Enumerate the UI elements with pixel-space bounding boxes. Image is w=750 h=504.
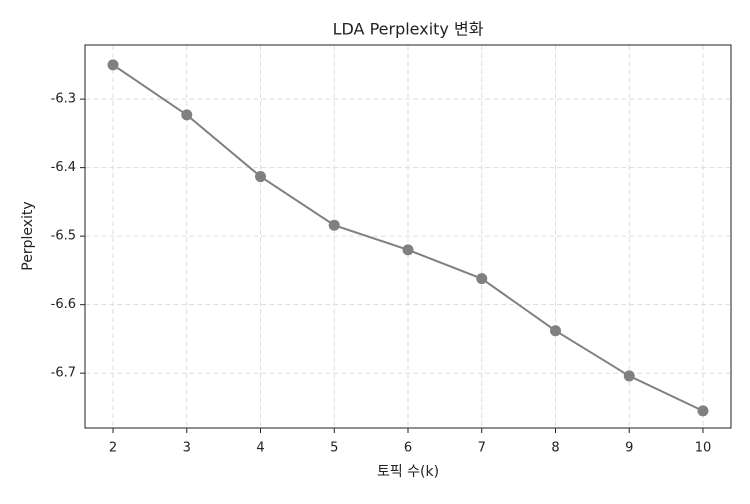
x-tick-label: 9: [625, 441, 633, 456]
x-axis-label: 토픽 수(k): [377, 464, 439, 480]
x-tick-label: 3: [183, 441, 191, 456]
x-tick-label: 7: [478, 441, 486, 456]
y-tick-label: -6.4: [51, 160, 76, 175]
data-point: [549, 325, 561, 337]
y-tick-label: -6.3: [51, 92, 76, 107]
data-point: [476, 273, 488, 285]
x-tick-label: 5: [330, 441, 338, 456]
y-tick-label: -6.5: [51, 229, 76, 244]
y-axis-label: Perplexity: [20, 201, 36, 270]
data-point: [107, 59, 119, 71]
data-point: [255, 171, 267, 183]
x-tick-label: 10: [695, 441, 712, 456]
x-tick-label: 6: [404, 441, 412, 456]
data-point: [181, 109, 193, 121]
x-tick-label: 2: [109, 441, 117, 456]
data-point: [402, 244, 414, 256]
x-tick-label: 8: [551, 441, 559, 456]
x-tick-label: 4: [256, 441, 264, 456]
y-tick-label: -6.6: [51, 297, 76, 312]
plot-frame: [84, 44, 732, 429]
data-point: [697, 405, 709, 417]
y-tick-label: -6.7: [51, 366, 76, 381]
data-point: [328, 219, 340, 231]
chart-title: LDA Perplexity 변화: [333, 20, 484, 39]
data-point: [623, 370, 635, 382]
